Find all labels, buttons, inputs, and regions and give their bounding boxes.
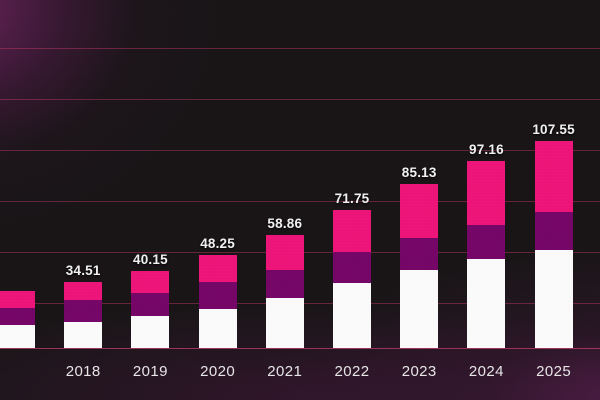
x-axis-baseline [0, 348, 600, 349]
bar-group-2022[interactable]: 71.75 2022 [333, 191, 371, 380]
bar-group-2018[interactable]: 34.51 2018 [64, 263, 103, 380]
bar-group-2017[interactable] [0, 291, 35, 348]
bar-group-2025[interactable]: 107.55 2025 [532, 122, 574, 380]
bar-stack [64, 281, 103, 348]
bar-segment-segment-base[interactable] [467, 258, 506, 348]
bar-value-label: 34.51 [65, 262, 101, 278]
bar-value-label: 85.13 [401, 165, 437, 181]
bar-segment-segment-middle[interactable] [64, 300, 103, 323]
bar-segment-segment-top[interactable] [131, 270, 170, 293]
bar-stack [265, 234, 304, 348]
bar-group-2024[interactable]: 97.16 2024 [467, 142, 506, 380]
bar-segment-segment-base[interactable] [400, 269, 439, 348]
bar-segment-segment-middle[interactable] [198, 282, 237, 309]
gridline [0, 99, 600, 100]
bar-segment-segment-top[interactable] [400, 184, 439, 239]
x-tick-label-2021: 2021 [267, 363, 303, 380]
bar-segment-segment-middle[interactable] [131, 292, 170, 317]
gridline [0, 150, 600, 151]
x-tick-label-2025: 2025 [536, 363, 572, 380]
x-tick-label-2022: 2022 [334, 363, 370, 380]
bar-value-label: 48.25 [200, 236, 235, 252]
bar-segment-segment-middle[interactable] [0, 307, 35, 326]
x-tick-label-2019: 2019 [132, 363, 168, 380]
bar-value-label: 107.55 [532, 121, 575, 137]
bar-segment-segment-base[interactable] [198, 308, 237, 348]
bar-segment-segment-top[interactable] [265, 234, 304, 270]
bar-segment-segment-base[interactable] [333, 283, 371, 348]
bar-group-2020[interactable]: 48.25 2020 [198, 236, 237, 380]
bar-stack [333, 209, 371, 348]
bar-segment-segment-top[interactable] [0, 291, 35, 308]
bar-stack [400, 184, 439, 348]
bar-segment-segment-top[interactable] [198, 255, 237, 282]
bar-segment-segment-base[interactable] [131, 316, 170, 348]
gridline [0, 201, 600, 202]
bar-stack [534, 140, 573, 348]
bar-segment-segment-top[interactable] [333, 209, 371, 252]
bar-segment-segment-middle[interactable] [467, 225, 506, 259]
bar-stack [131, 270, 170, 348]
bar-group-2021[interactable]: 58.86 2021 [265, 216, 304, 380]
x-tick-label-2018: 2018 [65, 363, 101, 380]
bar-value-label: 71.75 [334, 190, 370, 206]
bar-segment-segment-base[interactable] [534, 249, 573, 348]
bar-segment-segment-top[interactable] [534, 140, 573, 213]
bar-stack [0, 291, 35, 348]
bar-segment-segment-top[interactable] [467, 160, 506, 225]
bar-segment-segment-top[interactable] [64, 281, 103, 301]
bar-segment-segment-middle[interactable] [400, 238, 439, 270]
bar-segment-segment-base[interactable] [265, 298, 304, 348]
gridline [0, 48, 600, 49]
bar-value-label: 40.15 [132, 251, 168, 267]
x-tick-label-2024: 2024 [468, 363, 504, 380]
bar-group-2023[interactable]: 85.13 2023 [400, 165, 439, 380]
x-tick-label-2023: 2023 [401, 363, 437, 380]
x-tick-label-2020: 2020 [200, 363, 236, 380]
bar-stack [198, 255, 237, 348]
bar-segment-segment-base[interactable] [0, 325, 35, 348]
bar-segment-segment-middle[interactable] [333, 251, 371, 284]
bar-value-label: 97.16 [468, 141, 504, 157]
bar-segment-segment-middle[interactable] [265, 269, 304, 299]
bar-value-label: 58.86 [267, 215, 303, 231]
bar-stack [467, 160, 506, 348]
bar-segment-segment-middle[interactable] [534, 212, 573, 250]
bar-group-2019[interactable]: 40.15 2019 [131, 252, 170, 380]
bar-segment-segment-base[interactable] [64, 322, 103, 348]
